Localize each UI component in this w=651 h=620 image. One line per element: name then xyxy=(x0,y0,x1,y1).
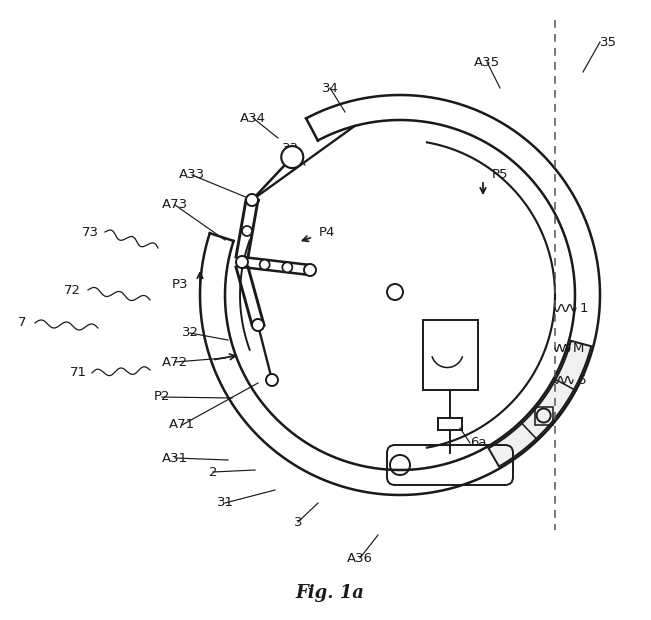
Text: A71: A71 xyxy=(169,418,195,432)
Circle shape xyxy=(237,257,247,267)
Circle shape xyxy=(260,260,270,270)
Text: Fig. 1a: Fig. 1a xyxy=(296,584,365,602)
Circle shape xyxy=(236,256,248,268)
Text: A33: A33 xyxy=(179,169,205,182)
Circle shape xyxy=(304,264,316,276)
Text: A72: A72 xyxy=(162,355,188,368)
Text: P4: P4 xyxy=(319,226,335,239)
Text: 33: 33 xyxy=(281,141,299,154)
Text: 35: 35 xyxy=(600,35,617,48)
Circle shape xyxy=(252,319,264,331)
Circle shape xyxy=(247,195,257,205)
Text: A31: A31 xyxy=(162,451,188,464)
Polygon shape xyxy=(488,341,591,466)
Text: 31: 31 xyxy=(217,497,234,510)
Text: 72: 72 xyxy=(64,283,81,296)
Text: 1: 1 xyxy=(580,301,589,314)
Text: 6a: 6a xyxy=(470,436,486,450)
Text: P3: P3 xyxy=(171,278,188,291)
Text: 71: 71 xyxy=(70,366,87,379)
Circle shape xyxy=(266,374,278,386)
Circle shape xyxy=(283,262,292,272)
Circle shape xyxy=(305,265,315,275)
Text: A73: A73 xyxy=(162,198,188,211)
Text: P2: P2 xyxy=(154,391,171,404)
Text: 2: 2 xyxy=(209,466,217,479)
Circle shape xyxy=(242,226,252,236)
Text: A35: A35 xyxy=(474,56,500,68)
Text: 7: 7 xyxy=(18,316,26,329)
Text: A34: A34 xyxy=(240,112,266,125)
Text: 73: 73 xyxy=(81,226,98,239)
Text: A36: A36 xyxy=(347,552,373,564)
Circle shape xyxy=(246,194,258,206)
Text: P5: P5 xyxy=(492,169,508,182)
Text: 32: 32 xyxy=(182,327,199,340)
Circle shape xyxy=(237,257,247,267)
Text: 3: 3 xyxy=(294,515,302,528)
Text: M: M xyxy=(573,342,585,355)
Circle shape xyxy=(281,146,303,168)
Text: 6: 6 xyxy=(577,373,585,386)
Text: 34: 34 xyxy=(322,81,339,94)
Bar xyxy=(422,320,477,390)
Bar xyxy=(534,407,553,425)
